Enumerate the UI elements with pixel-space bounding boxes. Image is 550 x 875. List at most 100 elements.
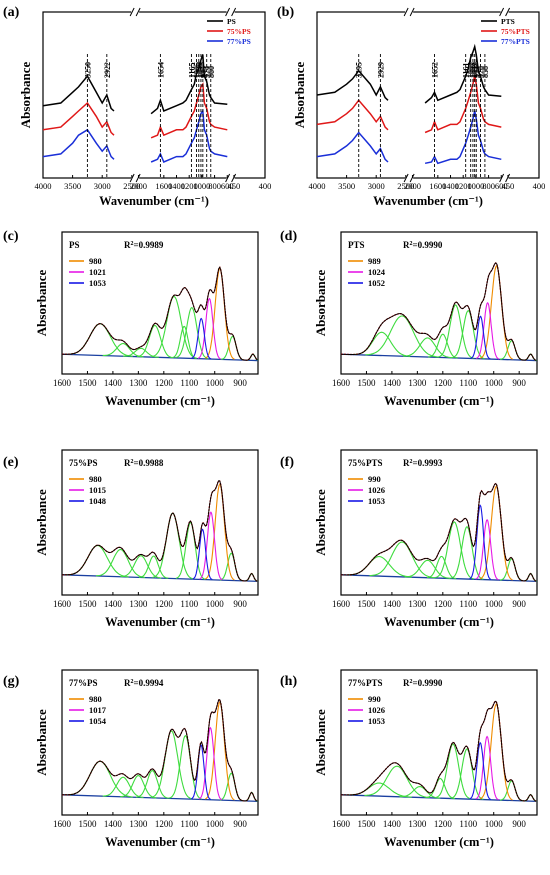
- x-tick-label: 1600: [332, 378, 351, 388]
- y-axis-label: Absorbance: [18, 62, 33, 129]
- green-band: [500, 340, 524, 361]
- axis-break-mask: [131, 8, 140, 16]
- x-tick-label: 1400: [104, 819, 123, 829]
- x-tick-label: 1500: [357, 819, 376, 829]
- measured-spectrum: [340, 262, 537, 361]
- measured-spectrum: [62, 699, 258, 802]
- x-tick-label: 900: [512, 819, 526, 829]
- axis-break-mask: [500, 174, 509, 182]
- axis-break-mask: [226, 174, 235, 182]
- x-tick-label: 2000: [130, 181, 147, 191]
- x-axis-label: Wavenumber (cm⁻¹): [384, 835, 494, 849]
- x-tick-label: 1200: [181, 181, 198, 191]
- baseline: [61, 794, 259, 803]
- axis-break-mask: [405, 8, 414, 16]
- plot-frame: [340, 231, 538, 375]
- x-tick-label: 1300: [129, 378, 148, 388]
- x-tick-label: 1200: [155, 378, 174, 388]
- green-band: [175, 521, 206, 580]
- green-band: [434, 521, 474, 580]
- axis-break-mask: [500, 8, 509, 16]
- x-tick-label: 1200: [434, 378, 453, 388]
- fit-panel-fit-f: (f) 1600 1500 1400 1300 1200 1100 1000 900 Wavenu…: [280, 449, 538, 629]
- legend-entry: 77%PTS: [501, 37, 530, 46]
- green-band: [364, 765, 430, 799]
- legend-entry: 1053: [89, 278, 106, 288]
- legend-entry: 1026: [368, 485, 385, 495]
- component-1024: [476, 301, 500, 360]
- legend-entry: 1053: [368, 716, 385, 726]
- series-line-1: [317, 76, 539, 132]
- x-tick-label: 2000: [404, 181, 421, 191]
- x-tick-label: 1500: [78, 599, 97, 609]
- green-band: [221, 335, 245, 361]
- axis-break-mark: [505, 7, 511, 17]
- x-tick-label: 1600: [53, 378, 72, 388]
- x-tick-label: 4000: [35, 181, 52, 191]
- series-line-2: [317, 111, 539, 163]
- x-tick-label: 1500: [357, 378, 376, 388]
- legend-entry: 1024: [368, 267, 386, 277]
- x-tick-label: 900: [512, 599, 526, 609]
- green-band: [404, 559, 451, 579]
- peak-label: 860: [207, 66, 216, 78]
- x-tick-label: 3500: [338, 181, 355, 191]
- green-band: [136, 324, 173, 359]
- green-band: [120, 775, 157, 799]
- x-tick-label: 1300: [408, 599, 427, 609]
- baseline: [61, 353, 259, 362]
- component-1026: [475, 735, 499, 801]
- x-axis-label: Wavenumber (cm⁻¹): [99, 194, 209, 208]
- peak-label: 1082: [467, 62, 476, 78]
- x-tick-label: 3000: [94, 181, 111, 191]
- y-axis-label: Absorbance: [292, 62, 307, 129]
- x-tick-label: 1300: [129, 599, 148, 609]
- r-squared: R2=0.9990: [403, 678, 443, 688]
- y-axis-label: Absorbance: [313, 270, 328, 337]
- x-axis-label: Wavenumber (cm⁻¹): [373, 194, 483, 208]
- sample-label: PS: [69, 240, 80, 250]
- panel-tag: (c): [3, 229, 19, 244]
- panel-tag: (e): [3, 455, 19, 470]
- x-tick-label: 1400: [168, 181, 185, 191]
- green-band: [403, 337, 453, 359]
- green-band: [151, 295, 197, 359]
- green-band: [152, 512, 194, 580]
- component-1053: [191, 317, 212, 360]
- x-tick-label: 900: [233, 599, 247, 609]
- x-tick-label: 1300: [129, 819, 148, 829]
- x-tick-label: 1600: [332, 599, 351, 609]
- green-band: [450, 525, 484, 580]
- x-tick-label: 1000: [485, 378, 504, 388]
- x-tick-label: 1100: [180, 819, 198, 829]
- fit-panel-fit-g: (g) 1600 1500 1400 1300 1200 1100 1000 900 Wavenu…: [3, 669, 259, 849]
- sample-label: 75%PS: [69, 458, 98, 468]
- x-tick-label: 1400: [383, 819, 402, 829]
- r-squared: R2=0.9988: [124, 458, 164, 468]
- x-axis-label: Wavenumber (cm⁻¹): [105, 615, 215, 629]
- fit-panel-fit-h: (h) 1600 1500 1400 1300 1200 1100 1000 900 Wavenu…: [280, 669, 538, 849]
- x-tick-label: 1600: [155, 181, 172, 191]
- peak-label: 1652: [431, 62, 440, 78]
- peak-label: 924: [203, 66, 212, 78]
- r-squared: R2=0.9989: [124, 240, 164, 250]
- peak-label: 1161: [462, 62, 471, 78]
- green-band: [120, 555, 162, 579]
- axis-break-mask: [226, 8, 235, 16]
- component-1026: [475, 518, 499, 581]
- plot-frame: [61, 231, 259, 375]
- x-tick-label: 1200: [155, 599, 174, 609]
- legend-entry: 980: [89, 474, 102, 484]
- x-tick-label: 450: [502, 181, 515, 191]
- x-tick-label: 1500: [78, 819, 97, 829]
- x-tick-label: 1400: [383, 599, 402, 609]
- x-tick-label: 1300: [408, 819, 427, 829]
- x-tick-label: 1200: [434, 819, 453, 829]
- y-axis-label: Absorbance: [313, 489, 328, 556]
- x-tick-label: 3500: [64, 181, 81, 191]
- component-980: [204, 267, 235, 360]
- legend-entry: 1015: [89, 485, 106, 495]
- x-tick-label: 1100: [180, 378, 198, 388]
- legend-entry: 1053: [368, 496, 385, 506]
- component-980: [204, 483, 235, 581]
